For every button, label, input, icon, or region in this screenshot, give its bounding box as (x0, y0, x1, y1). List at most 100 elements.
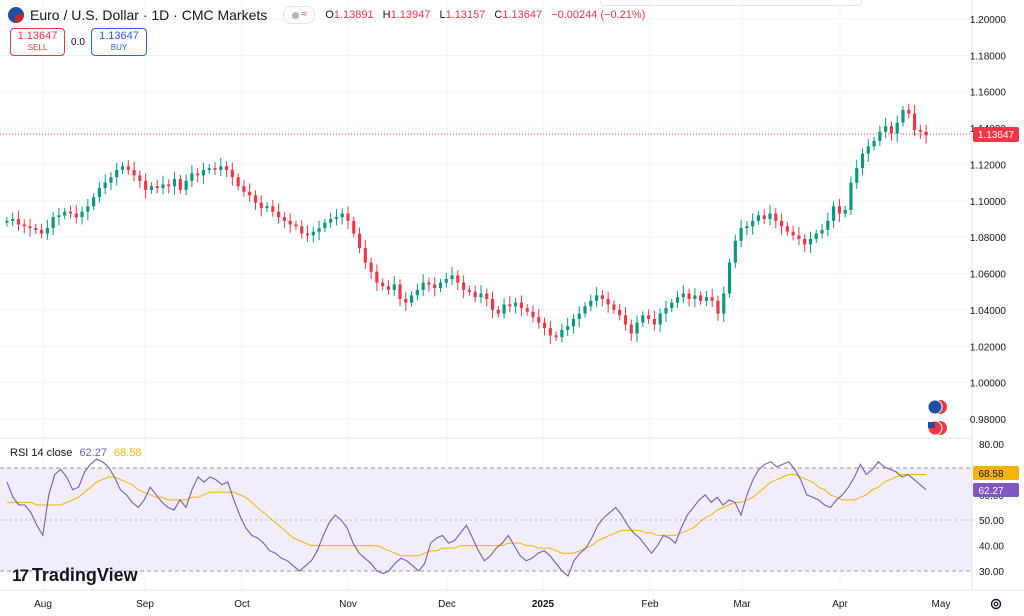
rsi-ma-line (7, 474, 926, 557)
buy-button[interactable]: 1.13647 BUY (91, 28, 147, 56)
candle-body (699, 295, 703, 301)
time-tick-label: Dec (438, 599, 456, 610)
price-tick-label: 1.18000 (970, 51, 1007, 62)
rsi-legend[interactable]: RSI 14 close 62.27 68.58 (10, 447, 142, 459)
candle-body (808, 239, 813, 245)
price-tick-label: 0.98000 (970, 415, 1007, 426)
sell-button[interactable]: 1.13647 SELL (10, 28, 65, 56)
candle-body (115, 169, 119, 178)
candle-body (138, 175, 142, 181)
candle-body (514, 302, 518, 307)
candle-body (11, 219, 15, 221)
candle-body (438, 282, 443, 289)
rsi-tick-label: 50.00 (979, 516, 1004, 527)
candle-body (224, 166, 229, 170)
candle-body (918, 129, 922, 132)
candle-body (126, 166, 130, 170)
candle-body (687, 293, 691, 299)
candle-body (832, 206, 836, 221)
candle-body (433, 284, 437, 289)
candle-body (265, 206, 269, 209)
candle-body (248, 191, 252, 196)
candle-body (398, 284, 402, 299)
candle-body (161, 184, 165, 189)
candle-body (392, 284, 396, 290)
tradingview-logo[interactable]: 17 TradingView (12, 565, 138, 586)
rsi-value-label: 62.27 (978, 486, 1003, 497)
candle-body (277, 211, 281, 218)
change-value: −0.00244 (−0.21%) (551, 9, 646, 21)
candle-body (502, 304, 506, 314)
candle-body (623, 315, 628, 325)
market-status-icon[interactable]: ≈ (283, 6, 316, 24)
candle-body (479, 293, 483, 298)
candle-body (282, 217, 286, 221)
candle-body (652, 319, 656, 325)
candle-body (508, 304, 512, 307)
candle-body (34, 228, 38, 230)
candle-body (571, 319, 576, 327)
candle-body (797, 235, 801, 239)
candle-body (872, 140, 876, 147)
candle-body (577, 313, 581, 319)
gear-icon[interactable] (989, 597, 1003, 611)
candle-body (236, 177, 240, 187)
candle-body (28, 226, 32, 229)
ohlc-values: O1.13891 H1.13947 L1.13157 C1.13647 −0.0… (325, 9, 646, 21)
candle-body (675, 297, 680, 303)
candle-body (184, 180, 188, 190)
candle-body (791, 231, 795, 236)
candle-body (103, 182, 107, 189)
candle-body (363, 248, 367, 263)
candle-body (68, 211, 73, 214)
candle-body (924, 131, 928, 136)
rsi-band-fill (0, 468, 972, 520)
candle-body (456, 275, 460, 283)
candle-body (826, 220, 830, 230)
rsi-legend-ma: 68.58 (114, 447, 142, 459)
candle-body (537, 317, 541, 323)
candle-body (323, 222, 327, 229)
candle-body (16, 219, 21, 225)
candle-body (167, 184, 171, 187)
time-tick-label: Aug (34, 599, 52, 610)
buy-label: BUY (110, 43, 128, 52)
price-tick-label: 1.16000 (970, 88, 1007, 99)
rsi-tick-label: 80.00 (979, 440, 1004, 451)
candle-body (756, 215, 761, 221)
rsi-line (6, 458, 927, 578)
time-tick-label: Apr (832, 599, 848, 610)
candle-body (51, 217, 55, 229)
candle-body (45, 228, 49, 234)
tradingview-logo-text: TradingView (31, 565, 138, 585)
candle-body (92, 197, 96, 207)
candle-body (612, 304, 616, 310)
candle-body (866, 146, 870, 154)
candle-body (779, 220, 784, 227)
candle-body (490, 299, 495, 310)
candle-body (525, 308, 529, 312)
price-tick-label: 1.20000 (970, 15, 1007, 26)
candle-body (230, 169, 234, 178)
candle-body (635, 322, 639, 334)
sell-label: SELL (27, 43, 48, 52)
candle-body (305, 233, 310, 236)
eur-usd-flag-icon (8, 7, 24, 23)
rsi-layer (6, 458, 927, 578)
candle-body (629, 324, 633, 334)
symbol-title[interactable]: Euro / U.S. Dollar · 1D · CMC Markets (30, 7, 268, 23)
toolbar-edge (600, 0, 862, 6)
price-tick-label: 1.12000 (970, 160, 1007, 171)
buy-price: 1.13647 (99, 30, 139, 42)
candle-body (172, 179, 177, 187)
candle-body (63, 211, 67, 216)
candle-body (300, 226, 304, 234)
candle-body (884, 126, 888, 132)
event-markers[interactable] (927, 399, 947, 436)
time-tick-label: May (932, 599, 951, 610)
candle-body (889, 126, 894, 134)
current-price-label: 1.13647 (978, 130, 1015, 141)
rsi-ma-value-label: 68.58 (978, 469, 1003, 480)
candle-body (149, 186, 154, 190)
